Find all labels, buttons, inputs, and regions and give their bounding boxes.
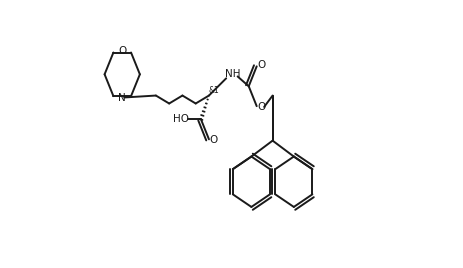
Text: N: N xyxy=(119,93,126,103)
Text: O: O xyxy=(257,102,266,113)
Text: NH: NH xyxy=(225,69,240,79)
Text: &1: &1 xyxy=(208,86,219,95)
Text: HO: HO xyxy=(173,114,189,124)
Text: O: O xyxy=(257,60,266,70)
Text: O: O xyxy=(118,46,126,56)
Text: O: O xyxy=(210,135,218,145)
